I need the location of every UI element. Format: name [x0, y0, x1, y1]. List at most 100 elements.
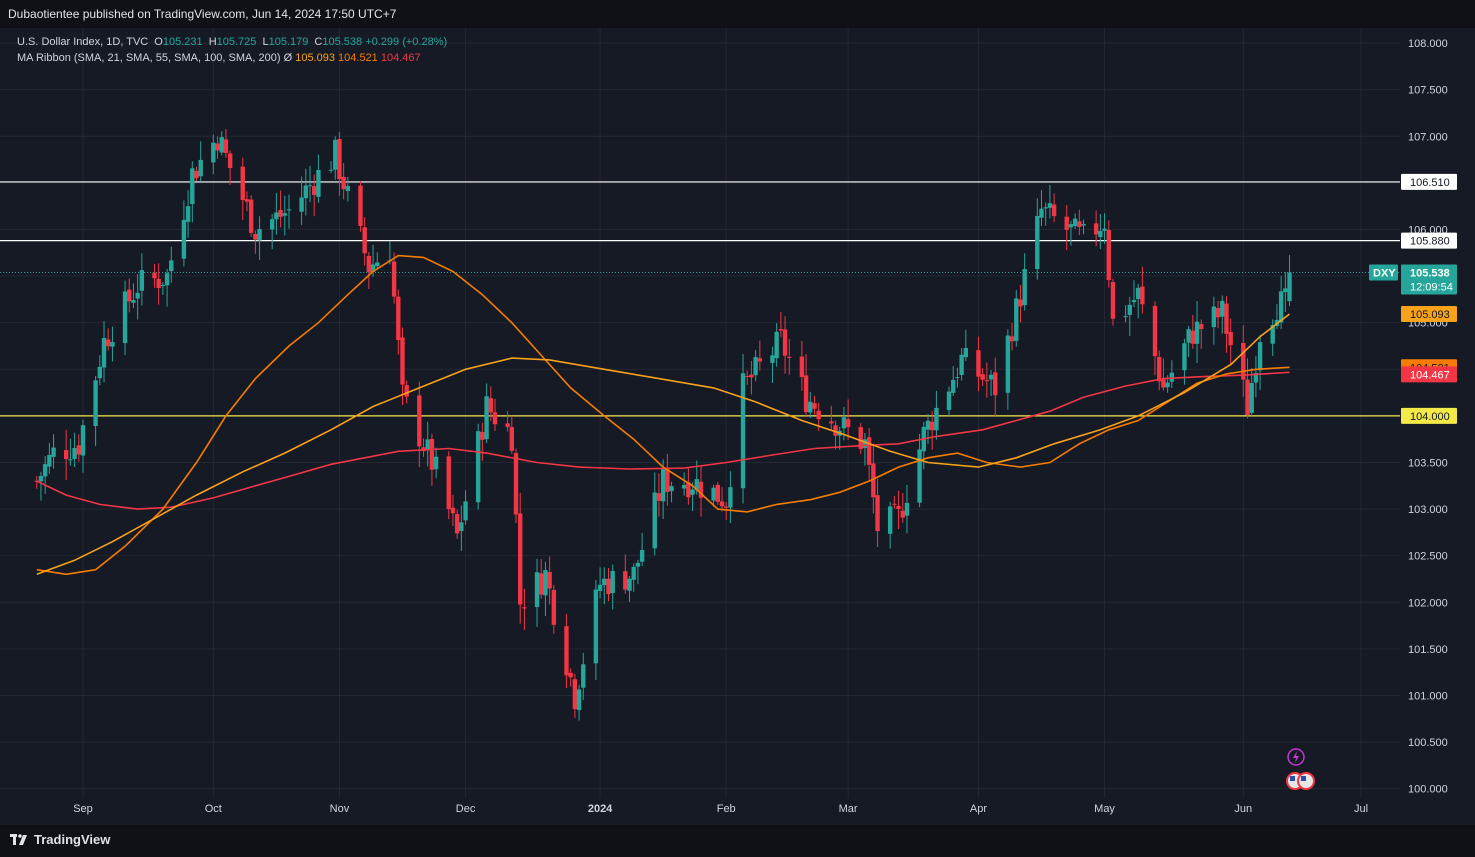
price-tick-label: 107.500	[1408, 85, 1448, 97]
candle-body	[845, 419, 851, 428]
candle-body	[223, 139, 229, 153]
candle-body	[450, 507, 456, 514]
symbol-legend[interactable]: U.S. Dollar Index, 1D, TVC O105.231 H105…	[17, 36, 447, 48]
us-flag-canton	[1290, 776, 1295, 781]
candle-body	[770, 355, 775, 363]
candle-body	[248, 199, 254, 233]
price-tick-label: 100.500	[1408, 737, 1448, 749]
candle-body	[1211, 306, 1217, 328]
candle-body	[425, 439, 430, 451]
candle-body	[1022, 269, 1027, 306]
countdown-timer: 12:09:54	[1410, 282, 1453, 294]
candle-body	[513, 453, 519, 515]
candle-body	[518, 513, 523, 605]
candle-body	[955, 377, 960, 379]
candle-body	[547, 572, 552, 589]
candle-body	[1270, 324, 1275, 344]
candle-body	[299, 197, 304, 212]
candle-body	[1135, 287, 1141, 300]
candle-body	[778, 329, 784, 331]
gridlines	[0, 28, 1400, 798]
candle-body	[1106, 230, 1111, 281]
candle-body	[686, 482, 691, 498]
candle-body	[917, 449, 922, 503]
candle-body	[799, 356, 805, 377]
last-price-tag: 105.538	[1410, 268, 1450, 280]
candle-body	[110, 342, 115, 347]
plot-area[interactable]	[0, 28, 1400, 825]
candle-body	[900, 510, 905, 518]
candle-body	[602, 578, 607, 586]
candle-body	[1131, 300, 1137, 303]
candle-body	[253, 233, 258, 240]
candle-body	[1241, 342, 1246, 380]
economic-event-icons[interactable]	[1286, 748, 1315, 790]
candle-body	[1077, 221, 1082, 227]
candle-body	[858, 427, 863, 449]
candle-body	[833, 425, 838, 436]
candle-body	[980, 374, 985, 380]
price-tick-label: 101.000	[1408, 690, 1448, 702]
candle-body	[610, 570, 615, 594]
candle-body	[1190, 330, 1196, 344]
candle-body	[1253, 372, 1259, 383]
candle-body	[370, 264, 376, 272]
candle-body	[1283, 288, 1288, 293]
candle-body	[127, 289, 132, 302]
candle-body	[106, 339, 111, 347]
candle-body	[724, 506, 729, 508]
time-axis[interactable]: Sep Oct Nov Dec 2024 Feb Mar Apr May Jun Jul	[73, 803, 1368, 815]
candle-body	[1157, 356, 1162, 382]
time-tick-label: Dec	[456, 803, 476, 815]
candle-body	[715, 484, 720, 502]
candle-body	[1035, 215, 1040, 270]
tradingview-brand[interactable]: TradingView	[10, 832, 110, 847]
candle-body	[286, 209, 292, 211]
price-tick-label: 102.500	[1408, 551, 1448, 563]
candle-body	[303, 185, 309, 199]
candle-body	[375, 262, 380, 266]
candle-body	[341, 176, 346, 190]
candle-body	[135, 292, 140, 299]
candle-body	[1194, 321, 1200, 344]
candle-body	[345, 186, 351, 192]
candle-body	[358, 185, 363, 226]
price-tick-label: 101.500	[1408, 644, 1448, 656]
candle-body	[1152, 305, 1158, 357]
candle-body	[68, 459, 73, 461]
candle-body	[156, 278, 161, 289]
candle-body	[745, 375, 750, 377]
candle-body	[656, 493, 662, 501]
candle-body	[652, 492, 657, 549]
candle-body	[871, 463, 876, 498]
candle-body	[606, 578, 611, 595]
candle-body	[993, 372, 998, 396]
candle-body	[690, 489, 695, 495]
candlesticks	[34, 129, 1292, 721]
candle-body	[1140, 286, 1145, 305]
time-tick-label: Jun	[1234, 803, 1252, 815]
time-tick-label: 2024	[588, 803, 613, 815]
candle-body	[896, 505, 901, 510]
candle-body	[181, 219, 187, 259]
candle-body	[1220, 300, 1225, 317]
time-tick-label: May	[1094, 803, 1115, 815]
candle-body	[623, 571, 628, 590]
candle-body	[866, 437, 872, 465]
ma-tag-1-bg	[1401, 305, 1457, 322]
candle-body	[433, 456, 439, 470]
candle-body	[72, 448, 77, 460]
price-chart[interactable]: 100.000 100.500 101.000 101.500 102.000 102.5…	[0, 0, 1475, 825]
candle-body	[194, 170, 199, 179]
candle-body	[362, 227, 367, 254]
candle-body	[190, 168, 195, 205]
candle-body	[963, 348, 969, 358]
ma-ribbon-legend[interactable]: MA Ribbon (SMA, 21, SMA, 55, SMA, 100, S…	[17, 52, 421, 64]
candle-body	[1165, 382, 1170, 388]
candle-body	[539, 573, 544, 595]
candle-body	[215, 143, 220, 151]
candle-body	[593, 589, 599, 664]
candle-body	[774, 331, 779, 359]
candle-body	[875, 495, 880, 532]
candle-body	[681, 485, 687, 489]
